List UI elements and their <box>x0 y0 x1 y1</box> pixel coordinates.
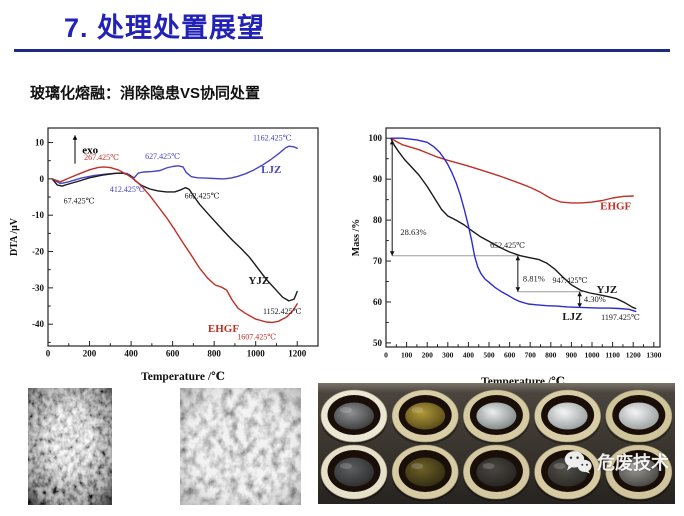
tga-annotation: 4.30% <box>584 294 606 304</box>
svg-text:-40: -40 <box>32 319 44 329</box>
svg-text:0: 0 <box>384 351 388 360</box>
tga-plot: 0 100 200 300 400 500 600 700 800 900 1000 1100 1200… <box>351 127 662 388</box>
svg-text:800: 800 <box>207 349 221 359</box>
dta-annotation: YJZ <box>248 275 269 287</box>
slide-title: 7. 处理处置展望 <box>64 13 266 43</box>
tga-series-LJZ <box>390 137 637 313</box>
dta-annotation: EHGF <box>208 323 239 335</box>
svg-text:1000: 1000 <box>247 349 266 359</box>
crucible <box>534 444 601 502</box>
tga-annotation: 8.81% <box>523 274 545 284</box>
svg-text:90: 90 <box>373 174 383 184</box>
tga-annotation: 947.425℃ <box>552 276 587 285</box>
crucible <box>391 444 459 502</box>
svg-text:800: 800 <box>545 351 557 360</box>
svg-text:700: 700 <box>525 351 537 360</box>
tga-annotation: 652.425℃ <box>490 241 525 250</box>
dta-annotation: 1162.425℃ <box>253 133 292 142</box>
crucible <box>320 444 388 502</box>
dta-annotation: exo <box>82 144 98 156</box>
sem-image-2 <box>180 388 301 505</box>
dta-series-EHGF <box>51 166 298 324</box>
crucible <box>320 389 388 445</box>
svg-text:400: 400 <box>463 351 475 360</box>
tga-chart: 0 100 200 300 400 500 600 700 800 900 1000 1100 1200… <box>348 116 682 393</box>
svg-text:80: 80 <box>373 215 383 225</box>
tga-series-EHGF <box>390 137 634 204</box>
dta-annotation: 627.425℃ <box>145 152 180 161</box>
tga-series-YJZ <box>390 138 637 310</box>
watermark: 危废技术 <box>564 449 669 475</box>
dta-annotation: 67.425℃ <box>64 197 95 206</box>
dta-annotation: 1152.425℃ <box>263 307 302 316</box>
dta-annotation: LJZ <box>261 164 281 176</box>
dta-frame <box>47 127 319 347</box>
dta-series-YJZ <box>51 172 298 302</box>
svg-text:70: 70 <box>373 256 383 266</box>
tga-annotation: 1197.425℃ <box>601 313 640 322</box>
svg-text:1200: 1200 <box>626 351 641 360</box>
svg-text:-10: -10 <box>32 210 44 220</box>
svg-text:-30: -30 <box>32 283 44 293</box>
watermark-label: 危废技术 <box>597 453 669 473</box>
slide-subtitle: 玻璃化熔融：消除隐患VS协同处置 <box>30 85 261 102</box>
svg-text:60: 60 <box>373 297 383 307</box>
crucible <box>463 444 530 502</box>
svg-text:50: 50 <box>373 338 383 348</box>
svg-text:0: 0 <box>40 174 45 184</box>
svg-text:1300: 1300 <box>646 351 661 360</box>
sem-image-1 <box>28 388 112 505</box>
svg-text:100: 100 <box>369 133 383 143</box>
svg-text:-20: -20 <box>32 247 44 257</box>
dta-plot: 0 200 400 600 800 1000 1200 -40 -30 -20 -10 0 10 Temp… <box>9 127 319 383</box>
crucible <box>463 389 530 445</box>
tga-ylabel: Mass /% <box>351 219 362 257</box>
tga-annotation: YJZ <box>596 284 617 296</box>
svg-text:0: 0 <box>46 349 51 359</box>
dta-xlabel: Temperature /℃ <box>141 371 225 383</box>
svg-text:10: 10 <box>35 138 45 148</box>
tga-frame <box>385 127 661 348</box>
dta-annotation: 662.425℃ <box>185 191 220 200</box>
svg-text:900: 900 <box>566 351 578 360</box>
dta-annotation: 267.425℃ <box>84 153 119 162</box>
tga-annotation: LJZ <box>562 311 582 323</box>
dta-ylabel: DTA /μV <box>9 217 20 256</box>
tga-annotation: EHGF <box>600 200 631 212</box>
svg-text:200: 200 <box>422 351 434 360</box>
svg-text:600: 600 <box>504 351 516 360</box>
crucible <box>605 389 673 445</box>
svg-text:600: 600 <box>166 349 180 359</box>
svg-text:100: 100 <box>401 351 413 360</box>
crucible <box>605 444 673 502</box>
title-underline <box>14 49 670 52</box>
dta-annotation: 1607.425℃ <box>237 332 276 341</box>
crucible <box>534 389 601 445</box>
svg-text:1100: 1100 <box>605 351 620 360</box>
svg-text:500: 500 <box>483 351 495 360</box>
crucible-photo: 危废技术 <box>318 383 675 504</box>
crucible-photo-art <box>318 383 675 504</box>
svg-text:400: 400 <box>124 349 138 359</box>
svg-text:1000: 1000 <box>585 351 600 360</box>
dta-annotation: 412.425℃ <box>110 185 145 194</box>
svg-text:300: 300 <box>442 351 454 360</box>
dta-chart: 0 200 400 600 800 1000 1200 -40 -30 -20 -10 0 10 Temp… <box>6 116 338 388</box>
crucible <box>391 389 459 445</box>
wechat-icon <box>564 451 592 474</box>
tga-annotation: 28.63% <box>400 227 426 237</box>
sem-image-1-texture <box>28 388 112 505</box>
sem-image-2-texture <box>180 388 301 505</box>
svg-text:1200: 1200 <box>288 349 307 359</box>
svg-text:200: 200 <box>83 349 97 359</box>
